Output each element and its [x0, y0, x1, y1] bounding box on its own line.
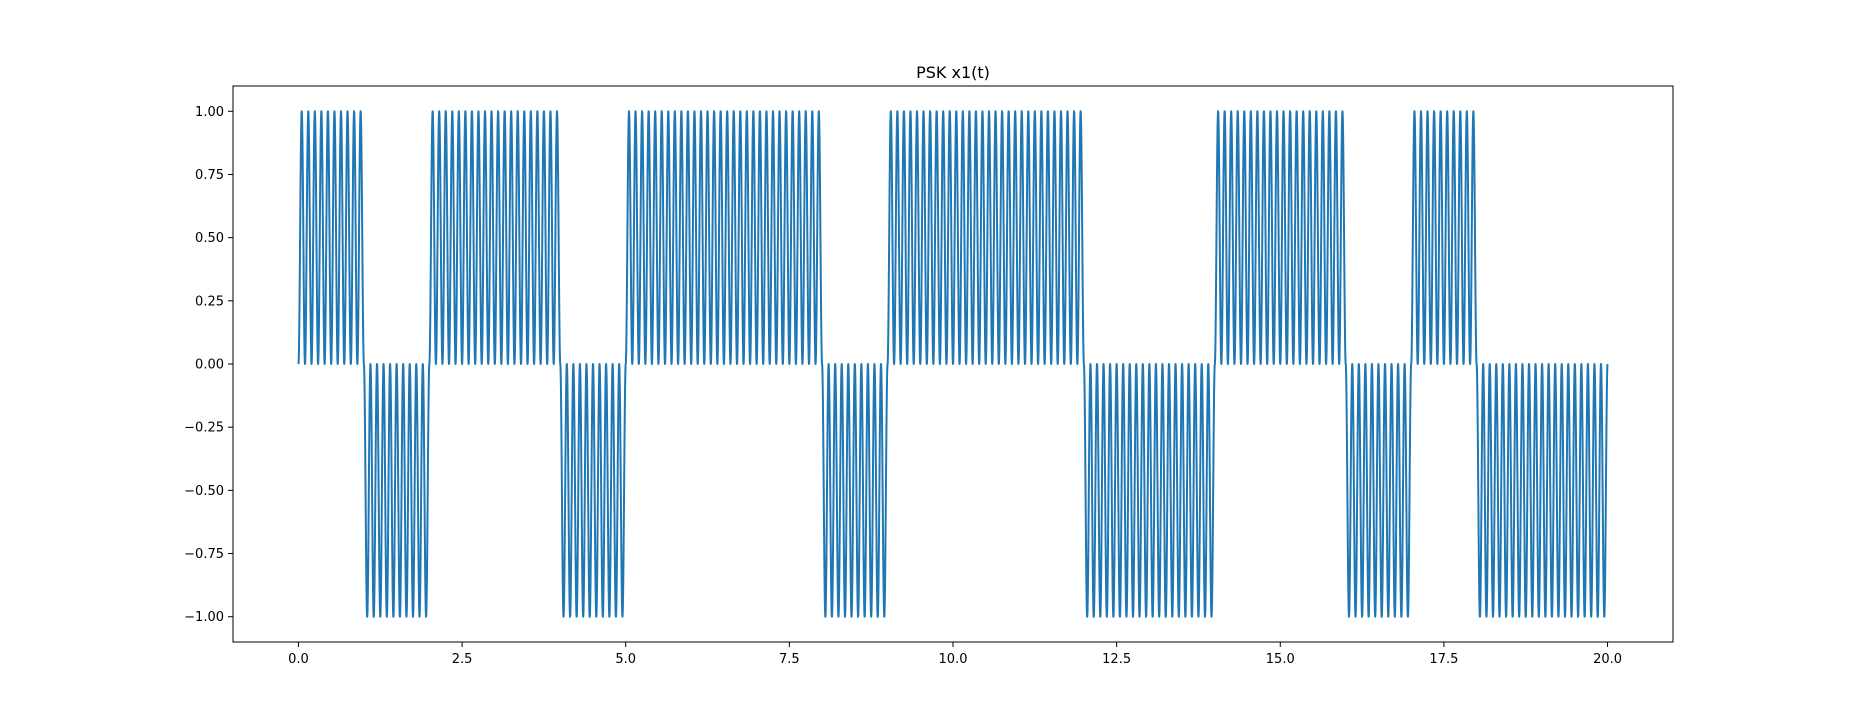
y-tick-label: 1.00: [195, 105, 224, 120]
x-tick-label: 0.0: [288, 652, 309, 667]
x-tick-label: 15.0: [1266, 652, 1295, 667]
y-axis: −1.00 −0.75 −0.50 −0.25 0.00 0.25 0.50 0.75 1.00: [184, 105, 233, 625]
x-tick-label: 2.5: [452, 652, 473, 667]
y-tick-label: 0.00: [195, 358, 224, 373]
plot-area: [297, 110, 1609, 618]
x-tick-label: 10.0: [939, 652, 968, 667]
y-tick-label: −1.00: [184, 610, 224, 625]
y-tick-label: −0.75: [184, 547, 224, 562]
x-tick-label: 7.5: [779, 652, 800, 667]
series-line-0: [297, 110, 1609, 618]
y-tick-label: −0.25: [184, 421, 224, 436]
y-tick-label: −0.50: [184, 484, 224, 499]
x-tick-label: 17.5: [1429, 652, 1458, 667]
y-tick-label: 0.25: [195, 294, 224, 309]
x-axis: 0.0 2.5 5.0 7.5 10.0 12.5 15.0 17.5 20.0: [288, 642, 1622, 667]
y-tick-label: 0.75: [195, 168, 224, 183]
x-tick-label: 20.0: [1593, 652, 1622, 667]
x-tick-label: 5.0: [615, 652, 636, 667]
x-tick-label: 12.5: [1102, 652, 1131, 667]
chart-title: PSK x1(t): [916, 63, 990, 82]
y-tick-label: 0.50: [195, 231, 224, 246]
